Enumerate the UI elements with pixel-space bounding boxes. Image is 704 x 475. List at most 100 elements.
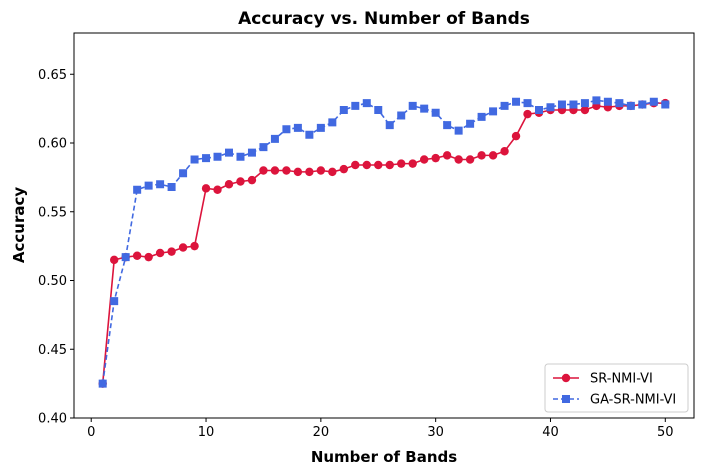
data-point xyxy=(202,154,211,163)
x-tick-label: 30 xyxy=(427,425,444,440)
series-ga-sr-nmi-vi xyxy=(98,96,670,388)
series-line xyxy=(101,102,666,384)
data-point xyxy=(580,99,589,108)
data-point xyxy=(328,118,337,127)
x-axis-label: Number of Bands xyxy=(311,448,457,466)
data-point xyxy=(225,148,233,157)
legend-marker xyxy=(561,373,571,383)
data-point xyxy=(259,143,268,152)
data-point xyxy=(201,184,211,193)
x-tick-label: 20 xyxy=(313,425,330,440)
data-point xyxy=(121,253,130,262)
data-point xyxy=(156,180,165,189)
data-point xyxy=(305,167,314,177)
data-point xyxy=(523,99,532,108)
data-point xyxy=(110,297,119,306)
x-tick-label: 40 xyxy=(542,425,559,440)
data-point xyxy=(190,155,199,164)
data-point xyxy=(592,96,601,105)
data-point xyxy=(649,97,658,106)
data-point xyxy=(523,109,532,119)
data-point xyxy=(374,160,383,170)
chart-title: Accuracy vs. Number of Bands xyxy=(238,9,530,29)
data-point xyxy=(489,107,498,116)
data-point xyxy=(109,255,119,265)
plot-frame xyxy=(73,32,695,419)
data-point xyxy=(339,106,348,114)
data-point xyxy=(270,166,280,175)
legend-label: GA-SR-NMI-VI xyxy=(590,393,676,408)
data-point xyxy=(213,185,222,194)
data-point xyxy=(236,177,245,186)
data-point xyxy=(420,104,429,113)
series-line xyxy=(101,99,666,384)
data-point xyxy=(213,152,222,161)
data-point xyxy=(603,97,612,106)
data-point xyxy=(431,153,440,163)
y-tick-label: 0.45 xyxy=(38,343,67,358)
data-point xyxy=(569,100,578,109)
data-point xyxy=(626,101,635,110)
data-point xyxy=(419,155,429,164)
x-tick-label: 10 xyxy=(198,425,215,440)
x-tick-label: 50 xyxy=(657,425,674,440)
data-point xyxy=(477,151,486,160)
data-point xyxy=(362,160,371,170)
y-tick-label: 0.40 xyxy=(38,412,67,427)
data-point xyxy=(477,112,486,121)
data-point xyxy=(316,166,326,175)
data-point xyxy=(546,103,555,112)
legend-entry: GA-SR-NMI-VI xyxy=(553,393,676,408)
data-point xyxy=(374,106,383,114)
data-point xyxy=(535,106,543,114)
data-point xyxy=(270,134,279,143)
data-point xyxy=(98,379,107,388)
data-point xyxy=(466,119,475,128)
data-point xyxy=(247,148,256,157)
y-tick-label: 0.55 xyxy=(38,205,67,220)
data-point xyxy=(351,101,360,110)
data-point xyxy=(351,160,360,170)
data-point xyxy=(316,123,325,132)
data-point xyxy=(167,183,176,191)
legend-box xyxy=(544,363,689,413)
data-point xyxy=(397,159,406,168)
data-point xyxy=(385,121,394,130)
data-point xyxy=(155,248,165,258)
data-point xyxy=(293,123,302,132)
data-point xyxy=(580,105,590,115)
data-point xyxy=(167,247,176,256)
y-axis-label: Accuracy xyxy=(10,187,28,263)
data-point xyxy=(190,241,199,251)
plot-area: 0 10 20 30 40 50 0.40 0.45 0.50 0.55 0.60 0.65 xyxy=(38,32,695,440)
data-point xyxy=(500,101,509,110)
data-point xyxy=(557,100,566,109)
series-sr-nmi-vi xyxy=(98,98,670,388)
data-point xyxy=(638,100,647,109)
data-point xyxy=(247,175,257,185)
data-point xyxy=(408,159,417,168)
data-point xyxy=(305,130,314,139)
data-point xyxy=(144,181,153,190)
data-point xyxy=(500,147,509,156)
x-tick-label: 0 xyxy=(87,425,95,440)
data-point xyxy=(465,155,475,164)
legend-marker xyxy=(562,395,570,403)
y-tick-label: 0.60 xyxy=(38,137,67,152)
y-tick-label: 0.65 xyxy=(38,68,67,83)
data-point xyxy=(615,99,624,108)
data-point xyxy=(431,108,440,117)
data-point xyxy=(236,152,245,161)
data-point xyxy=(362,99,371,108)
legend-entry: SR-NMI-VI xyxy=(553,372,653,387)
data-point xyxy=(328,167,337,177)
data-point xyxy=(511,131,521,141)
legend: SR-NMI-VI GA-SR-NMI-VI xyxy=(544,363,689,413)
data-point xyxy=(282,125,291,134)
data-point xyxy=(454,126,463,135)
data-point xyxy=(408,101,417,110)
data-point xyxy=(661,100,670,109)
data-point xyxy=(178,243,188,252)
data-point xyxy=(454,155,463,164)
